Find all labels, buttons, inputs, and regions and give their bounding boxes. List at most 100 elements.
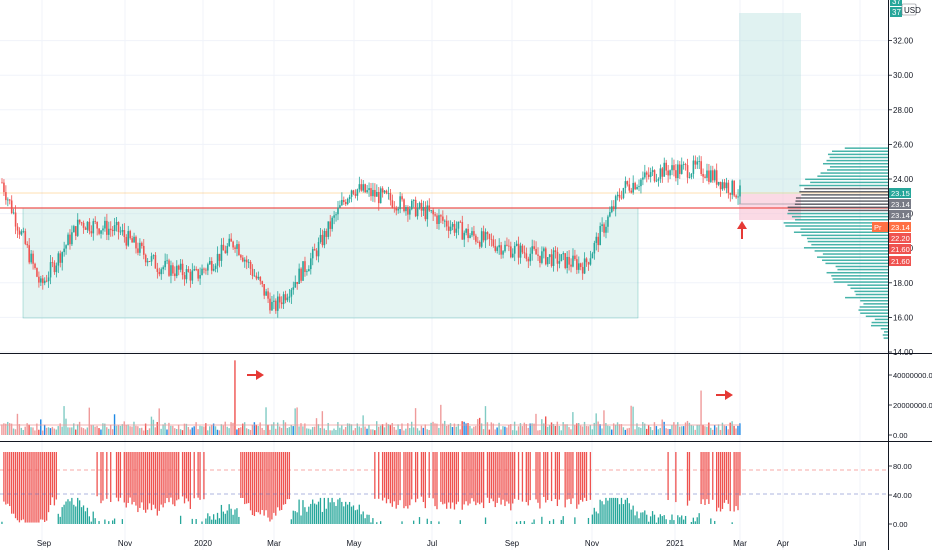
- volume-bar: [455, 426, 458, 435]
- oscillator-bar: [376, 522, 378, 524]
- volume-bar: [302, 426, 304, 435]
- volume-bar: [106, 427, 108, 435]
- volume-bar: [723, 425, 726, 435]
- candle-body: [583, 258, 586, 274]
- volume-bar: [249, 429, 252, 435]
- volume-bar: [377, 426, 380, 435]
- oscillator-bar: [653, 514, 656, 524]
- volume-bar: [141, 427, 143, 435]
- volume-profile-row: [805, 178, 888, 181]
- volume-bar: [28, 424, 30, 435]
- volume-bar: [354, 428, 357, 435]
- volume-axis[interactable]: 40000000.00 20000000.00 0.00: [888, 371, 932, 440]
- oscillator-bar: [265, 452, 267, 511]
- candle-body: [47, 277, 50, 282]
- candle-body: [690, 173, 693, 178]
- oscillator-bar: [323, 497, 325, 524]
- candle-body: [510, 246, 512, 258]
- volume-profile-row: [799, 184, 888, 187]
- oscillator-bar: [690, 521, 693, 524]
- volume-bar: [88, 407, 90, 435]
- volume-profile-row: [832, 150, 888, 153]
- oscillator-bar: [360, 514, 362, 524]
- oscillator-bar: [345, 501, 347, 524]
- volume-bar: [407, 423, 409, 435]
- candle-body: [560, 254, 563, 262]
- volume-profile-row: [860, 312, 888, 314]
- oscillator-bar: [601, 501, 603, 524]
- candle-body: [698, 161, 701, 163]
- oscillator-bar: [479, 452, 481, 505]
- candle-body: [463, 232, 466, 240]
- oscillator-bar: [73, 504, 75, 524]
- candle-body: [651, 170, 654, 173]
- candle-body: [457, 221, 460, 229]
- oscillator-bar: [313, 503, 316, 524]
- oscillator-bar: [438, 521, 440, 524]
- volume-bar: [348, 423, 351, 435]
- volume-bar: [548, 425, 551, 435]
- volume-bar: [222, 425, 224, 435]
- price-badge: [889, 256, 911, 266]
- volume-bar: [457, 423, 459, 435]
- oscillator-axis[interactable]: 80.00 40.00 0.00: [888, 462, 912, 529]
- candle-body: [331, 217, 333, 229]
- oscillator-tick-label: 40.00: [893, 491, 912, 500]
- candle-body: [49, 262, 52, 278]
- oscillator-bar: [661, 516, 663, 524]
- volume-bar: [510, 424, 512, 435]
- candle-body: [554, 250, 557, 252]
- oscillator-bar: [317, 501, 320, 524]
- candle-body: [403, 199, 405, 212]
- target-zone[interactable]: [739, 13, 801, 194]
- candle-body: [199, 275, 201, 279]
- candle-body: [242, 257, 244, 262]
- volume-bar: [121, 424, 124, 435]
- volume-profile-row: [799, 191, 888, 193]
- volume-profile-row: [785, 225, 888, 227]
- volume-bar: [40, 419, 42, 435]
- volume-bars: [1, 360, 741, 435]
- volume-bar: [426, 429, 428, 435]
- oscillator-bar: [247, 452, 250, 504]
- oscillator-bar: [102, 452, 104, 501]
- volume-bar: [504, 426, 506, 435]
- currency-label-box[interactable]: [901, 3, 917, 16]
- oscillator-bar: [603, 504, 605, 524]
- oscillator-bar: [189, 452, 191, 509]
- candle-body: [67, 234, 69, 246]
- oscillator-bar: [537, 452, 539, 503]
- time-axis[interactable]: Sep Nov 2020 Mar May Jul Sep Nov 2021 Mar Apr Jun: [37, 539, 867, 548]
- candle-body: [405, 207, 407, 212]
- currency-label[interactable]: USD: [904, 6, 921, 15]
- candle-body: [366, 190, 368, 193]
- volume-bar: [405, 428, 407, 435]
- oscillator-bar: [651, 511, 654, 524]
- oscillator-bar: [168, 452, 170, 503]
- volume-bar: [76, 424, 79, 435]
- oscillator-bar: [156, 452, 158, 516]
- volume-profile-row: [863, 303, 888, 305]
- oscillator-bar: [492, 452, 494, 502]
- volume-bar: [102, 423, 104, 435]
- oscillator-bar: [700, 452, 702, 505]
- volume-bar: [280, 427, 283, 435]
- candle-body: [152, 255, 155, 257]
- candle-body: [288, 296, 291, 298]
- volume-profile-row: [870, 324, 888, 327]
- candle-body: [376, 191, 378, 197]
- volume-bar: [240, 427, 242, 435]
- candle-body: [706, 170, 708, 178]
- oscillator-bar: [224, 513, 226, 524]
- oscillator-bar: [244, 452, 246, 505]
- candle-body: [581, 266, 584, 274]
- price-badge-prefix: Pr: [874, 223, 882, 232]
- volume-bar: [574, 425, 576, 435]
- oscillator-bar: [18, 452, 21, 523]
- oscillator-bar: [364, 518, 366, 524]
- candle-body: [587, 262, 590, 265]
- oscillator-bar: [273, 452, 275, 513]
- oscillator-bar: [655, 522, 658, 524]
